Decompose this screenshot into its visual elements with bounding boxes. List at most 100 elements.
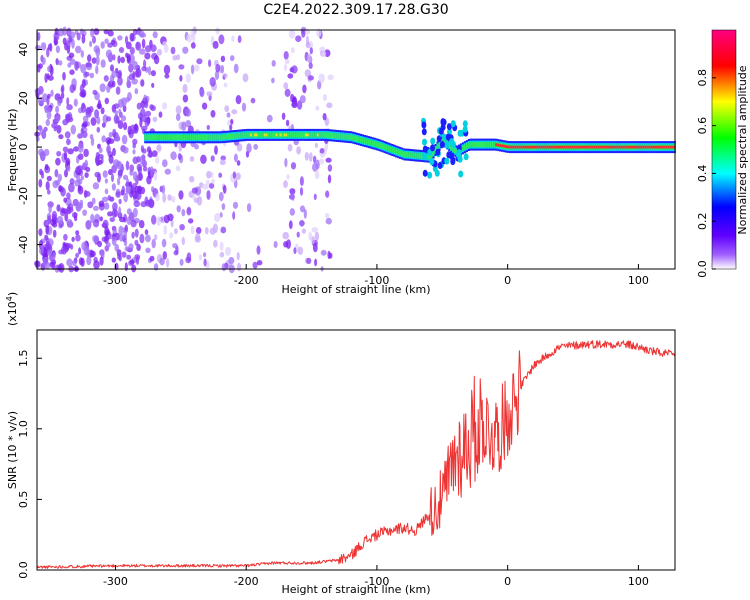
noise-cell xyxy=(228,257,234,264)
noise-cell xyxy=(139,234,144,244)
ridge-cell xyxy=(370,140,372,145)
noise-cell xyxy=(232,211,235,220)
noise-cell xyxy=(237,252,240,260)
ridge-cell xyxy=(397,150,399,155)
ridge-cell xyxy=(309,132,311,137)
noise-cell xyxy=(65,131,71,138)
ridge-core xyxy=(629,146,631,149)
ridge-core xyxy=(540,146,542,149)
noise-cell xyxy=(82,34,86,44)
noise-cell xyxy=(200,89,205,98)
ridge-cell xyxy=(178,135,180,140)
noise-cell xyxy=(231,109,237,114)
ridge-cell xyxy=(154,135,156,140)
noise-cell xyxy=(135,70,139,78)
ridge-cell xyxy=(405,152,407,157)
noise-cell xyxy=(171,196,175,203)
noise-cell xyxy=(192,187,198,193)
ridge-core xyxy=(607,146,609,149)
noise-cell xyxy=(132,149,135,154)
noise-cell xyxy=(162,159,168,167)
ridge-core xyxy=(509,146,511,149)
ridge-core xyxy=(546,146,548,149)
noise-cell xyxy=(93,260,100,269)
noise-cell xyxy=(253,144,258,150)
noise-cell xyxy=(85,62,91,67)
ridge-cell xyxy=(368,140,370,145)
figure-title: C2E4.2022.309.17.28.G30 xyxy=(263,2,448,18)
ridge-cell xyxy=(174,135,176,140)
noise-cell xyxy=(282,113,286,120)
noise-cell xyxy=(224,83,228,88)
spectrogram-panel: -300 -200 -100 0 100 -40-2002040 Height of s… xyxy=(6,26,676,296)
ridge-cell xyxy=(454,148,456,153)
noise-cell xyxy=(306,42,311,49)
noise-cell xyxy=(99,201,105,207)
noise-cell xyxy=(75,253,79,258)
noise-cell xyxy=(91,117,97,126)
noise-cell xyxy=(202,184,209,190)
noise-cell xyxy=(89,106,94,113)
ridge-cell xyxy=(356,136,358,141)
noise-cell xyxy=(220,160,226,166)
noise-cell xyxy=(162,102,167,109)
noise-cell xyxy=(238,35,242,43)
noise-cell xyxy=(196,227,202,234)
ridge-cell xyxy=(350,135,352,140)
noise-cell xyxy=(67,40,71,49)
ridge-core xyxy=(584,146,586,149)
ridge-core xyxy=(631,146,633,149)
blob-cell xyxy=(457,154,462,161)
spectrogram-x-label: Height of straight line (km) xyxy=(281,283,430,296)
noise-cell xyxy=(296,146,301,154)
blob-cell xyxy=(422,152,427,159)
noise-cell xyxy=(211,110,216,118)
snr-x-label: Height of straight line (km) xyxy=(281,583,430,596)
noise-cell xyxy=(82,121,87,127)
ridge-core xyxy=(670,146,672,149)
noise-cell xyxy=(169,232,173,238)
ridge-core xyxy=(587,146,589,149)
noise-cell xyxy=(215,27,220,34)
ridge-cell xyxy=(325,132,327,137)
noise-cell xyxy=(125,246,130,251)
ridge-core xyxy=(672,146,674,149)
noise-cell xyxy=(206,190,210,200)
ridge-cell xyxy=(242,133,244,138)
noise-cell xyxy=(70,59,76,65)
y-tick-label: 1.5 xyxy=(17,349,30,367)
noise-cell xyxy=(136,244,141,251)
ridge-core xyxy=(266,134,268,137)
noise-cell xyxy=(135,42,141,51)
ridge-cell xyxy=(166,135,168,140)
noise-cell xyxy=(145,45,151,52)
ridge-core xyxy=(642,146,644,149)
noise-cell xyxy=(42,57,46,65)
noise-cell xyxy=(141,66,146,71)
noise-cell xyxy=(234,154,238,163)
ridge-core xyxy=(595,146,597,149)
noise-cell xyxy=(210,77,216,87)
noise-cell xyxy=(160,186,163,192)
ridge-core xyxy=(611,146,613,149)
noise-cell xyxy=(282,232,289,239)
noise-cell xyxy=(191,226,195,235)
noise-cell xyxy=(283,82,288,89)
ridge-core xyxy=(505,145,507,148)
noise-cell xyxy=(219,192,224,201)
noise-cell xyxy=(288,144,293,152)
ridge-cell xyxy=(246,132,248,137)
noise-cell xyxy=(180,259,184,266)
noise-cell xyxy=(104,75,109,82)
noise-cell xyxy=(140,187,145,194)
noise-cell xyxy=(151,83,154,88)
noise-cell xyxy=(119,199,122,204)
noise-cell xyxy=(58,185,62,192)
ridge-cell xyxy=(270,132,272,137)
noise-cell xyxy=(63,234,68,241)
snr-y-label: SNR (10 * v/v) xyxy=(6,411,19,489)
ridge-cell xyxy=(148,135,150,140)
ridge-core xyxy=(562,146,564,149)
noise-cell xyxy=(174,228,178,234)
noise-cell xyxy=(70,244,73,250)
